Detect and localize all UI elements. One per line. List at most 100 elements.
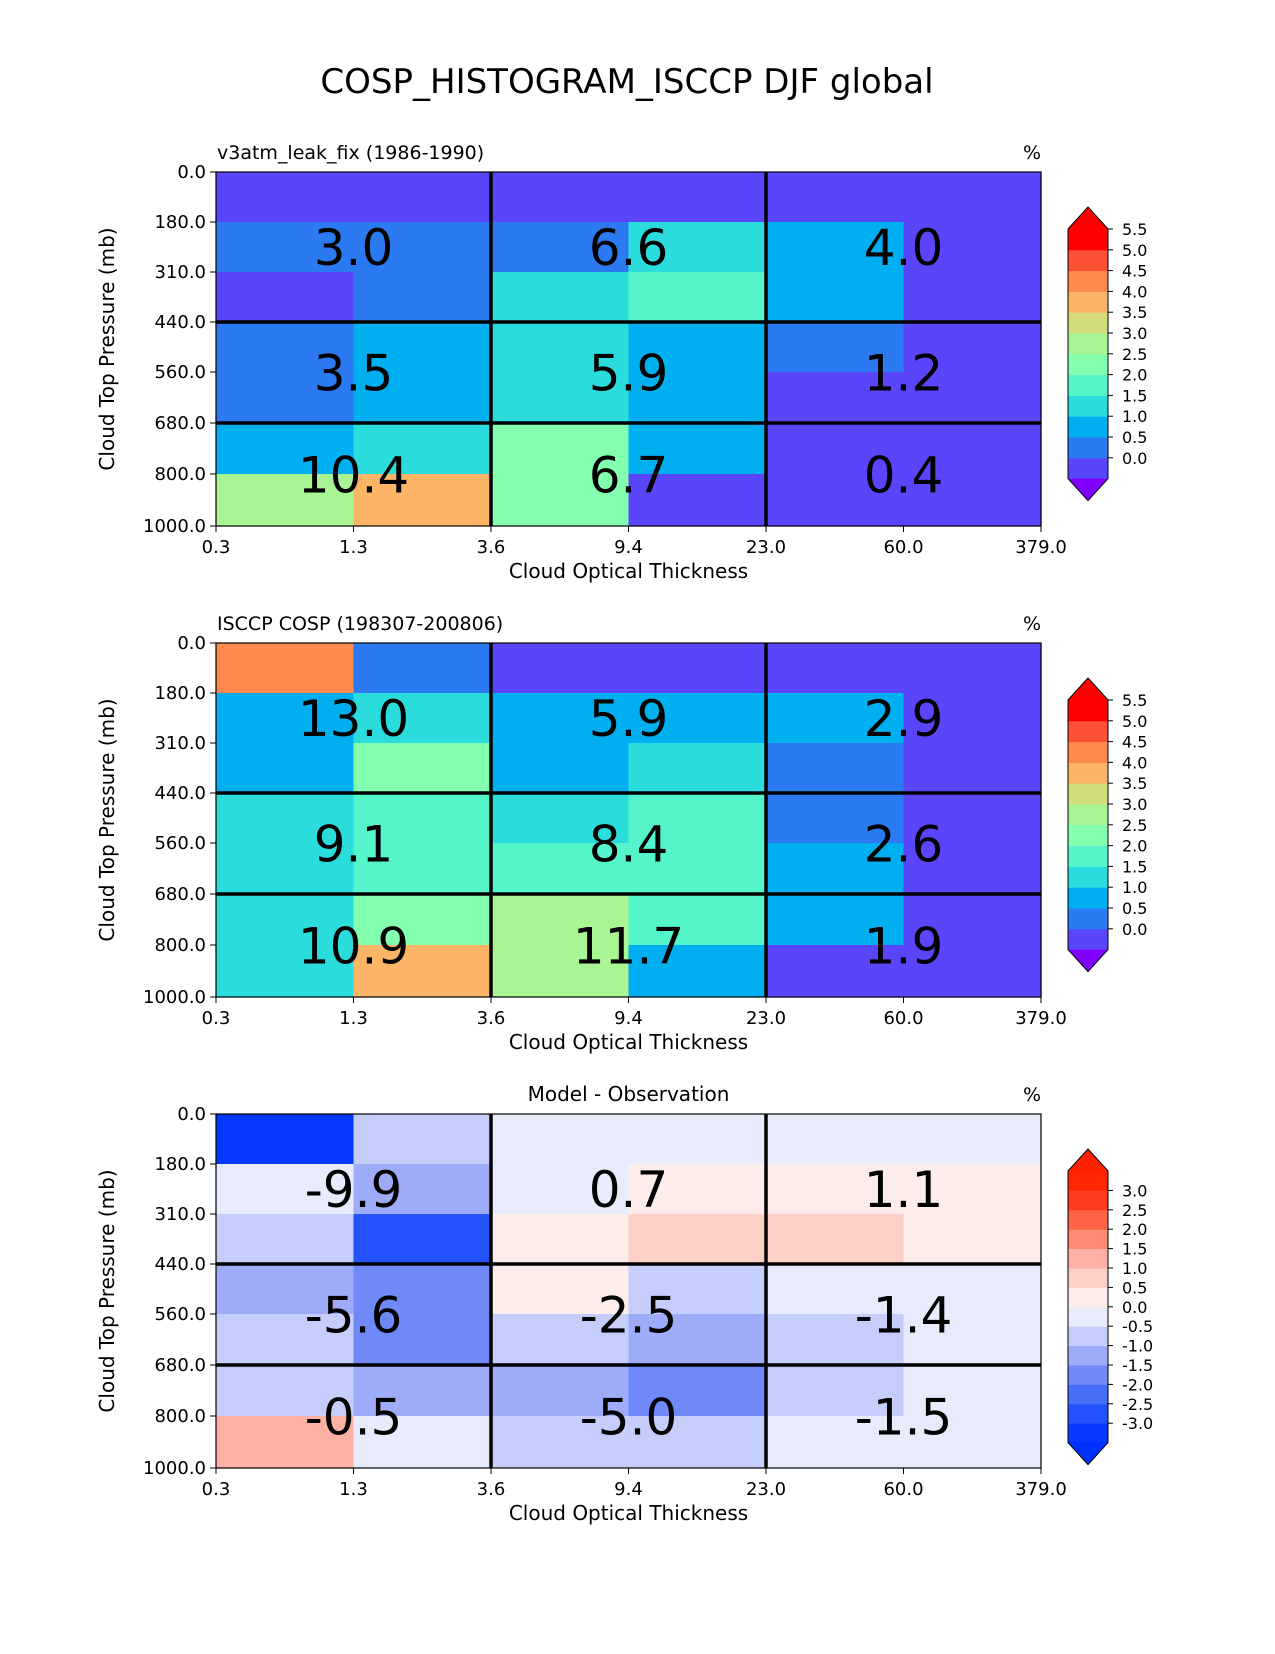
heatmap-cell [216, 894, 355, 946]
heatmap-cell [628, 1214, 767, 1265]
colorbar-tick-label: 3.0 [1122, 1181, 1147, 1200]
colorbar-tick-label: 3.0 [1122, 795, 1147, 814]
colorbar-segment [1068, 1268, 1108, 1288]
heatmap-cell [903, 1214, 1042, 1265]
heatmap-cell [216, 843, 355, 895]
colorbar-tick-label: 1.5 [1122, 386, 1147, 405]
heatmap-cell [766, 423, 905, 475]
colorbar-segment [1068, 866, 1108, 888]
heatmap-cell [216, 1365, 355, 1417]
heatmap-cell [216, 1314, 355, 1366]
y-tick-label: 560.0 [154, 362, 206, 383]
heatmap-cell [903, 222, 1042, 273]
heatmap-cell [628, 222, 767, 273]
x-axis-label: Cloud Optical Thickness [509, 559, 748, 583]
heatmap-cell [353, 1365, 492, 1417]
heatmap-cell [353, 272, 492, 323]
heatmap-cell [766, 1114, 905, 1165]
box-total-label: 10.9 [298, 918, 409, 976]
colorbar-segment [1068, 1190, 1108, 1211]
heatmap-cell [353, 693, 492, 744]
heatmap-cell [766, 843, 905, 895]
heatmap-cell [491, 1416, 630, 1469]
heatmap-cell [766, 474, 905, 527]
colorbar-tick-label: 1.5 [1122, 1240, 1147, 1259]
heatmap-cell [903, 372, 1042, 424]
heatmap-cell [353, 1114, 492, 1165]
colorbar-tick-label: 4.5 [1122, 262, 1147, 281]
x-tick-label: 60.0 [883, 1479, 923, 1500]
heatmap-cell [353, 894, 492, 946]
colorbar-segment [1068, 1326, 1108, 1347]
colorbar-segment [1068, 416, 1108, 438]
colorbar-segment [1068, 908, 1108, 930]
colorbar-tick-label: 4.0 [1122, 282, 1147, 301]
heatmap-cell [766, 643, 905, 694]
box-total-label: 5.9 [589, 690, 669, 748]
heatmap-cell [766, 1164, 905, 1215]
colorbar-segment [1068, 1287, 1108, 1308]
colorbar-tick-label: 2.5 [1122, 1201, 1147, 1220]
x-tick-label: 0.3 [202, 1008, 231, 1029]
y-tick-label: 680.0 [154, 884, 206, 905]
colorbar: 0.0 0.5 1.0 1.52.0 2.5 3.0 3.5 4.04.5 5.0 5.5 [1067, 677, 1147, 973]
colorbar-tick-label: 0.0 [1122, 1298, 1147, 1317]
heatmap-cell [766, 1314, 905, 1366]
heatmap-cell [353, 1264, 492, 1315]
heatmap-cell [216, 1264, 355, 1315]
box-total-label: -5.6 [305, 1287, 403, 1345]
y-tick-label: 310.0 [154, 262, 206, 283]
heatmap-cell [903, 172, 1042, 223]
heatmap-cell [491, 1214, 630, 1265]
heatmap-cell [628, 743, 767, 794]
box-total-label: -5.0 [580, 1389, 678, 1447]
colorbar-tick-label: 5.0 [1122, 712, 1147, 731]
heatmap-cell [216, 1114, 355, 1165]
heatmap-cell [766, 693, 905, 744]
colorbar-outline [1067, 206, 1109, 502]
heatmap-cell [353, 423, 492, 475]
x-tick-label: 23.0 [746, 537, 786, 558]
y-axis-label: Cloud Top Pressure (mb) [95, 1169, 119, 1412]
colorbar-segment [1068, 824, 1108, 847]
y-tick-label: 0.0 [177, 633, 206, 654]
colorbar-segment [1068, 1248, 1108, 1269]
x-tick-label: 0.3 [202, 537, 231, 558]
y-axis-label: Cloud Top Pressure (mb) [95, 698, 119, 941]
colorbar: 0.0 0.5 1.0 1.52.0 2.5 3.0 3.5 4.04.5 5.0 5.5 [1067, 206, 1147, 502]
box-total-label: 6.6 [589, 219, 669, 277]
box-total-label: 8.4 [589, 816, 669, 874]
colorbar-segment [1068, 762, 1108, 784]
y-tick-label: 800.0 [154, 1406, 206, 1427]
heatmap-cell [353, 1214, 492, 1265]
heatmap-panel-2: 13.0 5.9 2.9 9.1 8.4 2.6 10.9 11.7 1.9 0.3 1.3 3.6 9… [95, 613, 1147, 1054]
x-tick-label: 3.6 [477, 1479, 506, 1500]
heatmap-cell [353, 793, 492, 844]
heatmap-cell [216, 743, 355, 794]
colorbar-segment [1068, 457, 1108, 480]
heatmap-cell [216, 1214, 355, 1265]
x-tick-label: 60.0 [883, 1008, 923, 1029]
colorbar-tick-label: 4.0 [1122, 753, 1147, 772]
colorbar-segment [1068, 1365, 1108, 1385]
x-axis-label: Cloud Optical Thickness [509, 1501, 748, 1525]
heatmap-cell [216, 172, 355, 223]
heatmap-cell [491, 1164, 630, 1215]
colorbar-tick-label: 0.5 [1122, 1278, 1147, 1297]
colorbar-segment [1068, 887, 1108, 909]
heatmap-cell [491, 793, 630, 844]
colorbar-outline [1067, 1148, 1109, 1466]
colorbar-tick-label: 2.5 [1122, 816, 1147, 835]
y-tick-label: 1000.0 [143, 516, 206, 537]
colorbar-segment [1068, 741, 1108, 763]
heatmap-cell [216, 222, 355, 273]
units-label: % [1023, 142, 1041, 164]
heatmap-cell [628, 372, 767, 424]
heatmap-cell [766, 1365, 905, 1417]
heatmap-cell [216, 372, 355, 424]
box-total-label: 0.4 [864, 447, 944, 505]
panel-title: Model - Observation [528, 1082, 730, 1106]
x-tick-label: 9.4 [614, 1008, 643, 1029]
heatmap-cell [903, 1264, 1042, 1315]
colorbar-tick-label: 1.5 [1122, 857, 1147, 876]
